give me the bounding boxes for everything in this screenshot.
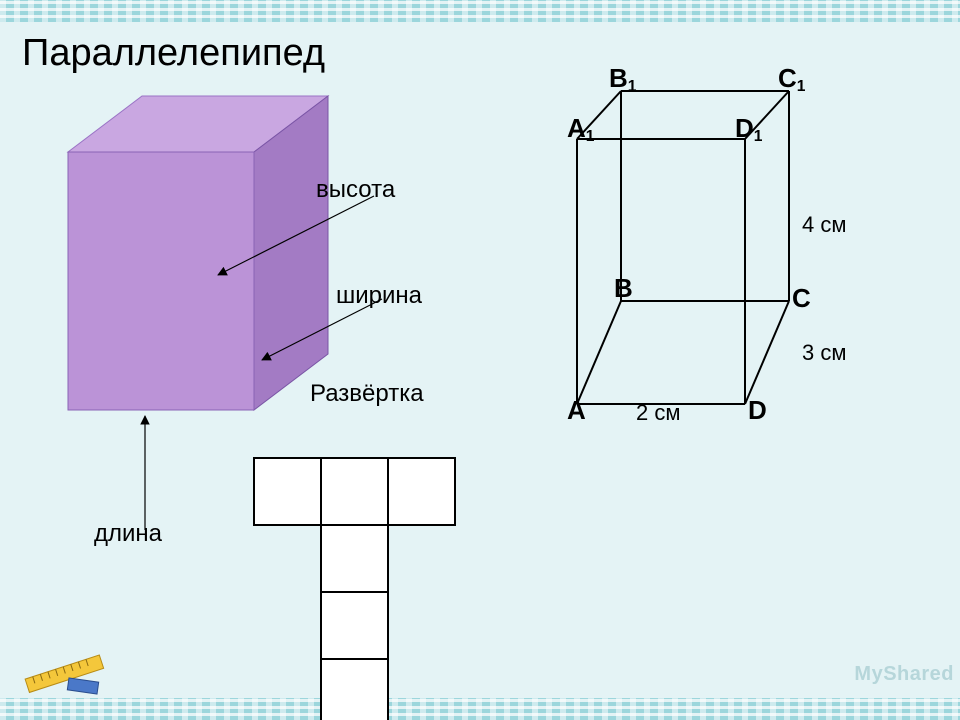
ruler-icon xyxy=(18,640,114,698)
cuboid-net xyxy=(0,0,960,720)
slide-stage: Параллелепипед высота ширина длина Развё… xyxy=(0,0,960,720)
watermark: MyShared xyxy=(854,663,954,686)
